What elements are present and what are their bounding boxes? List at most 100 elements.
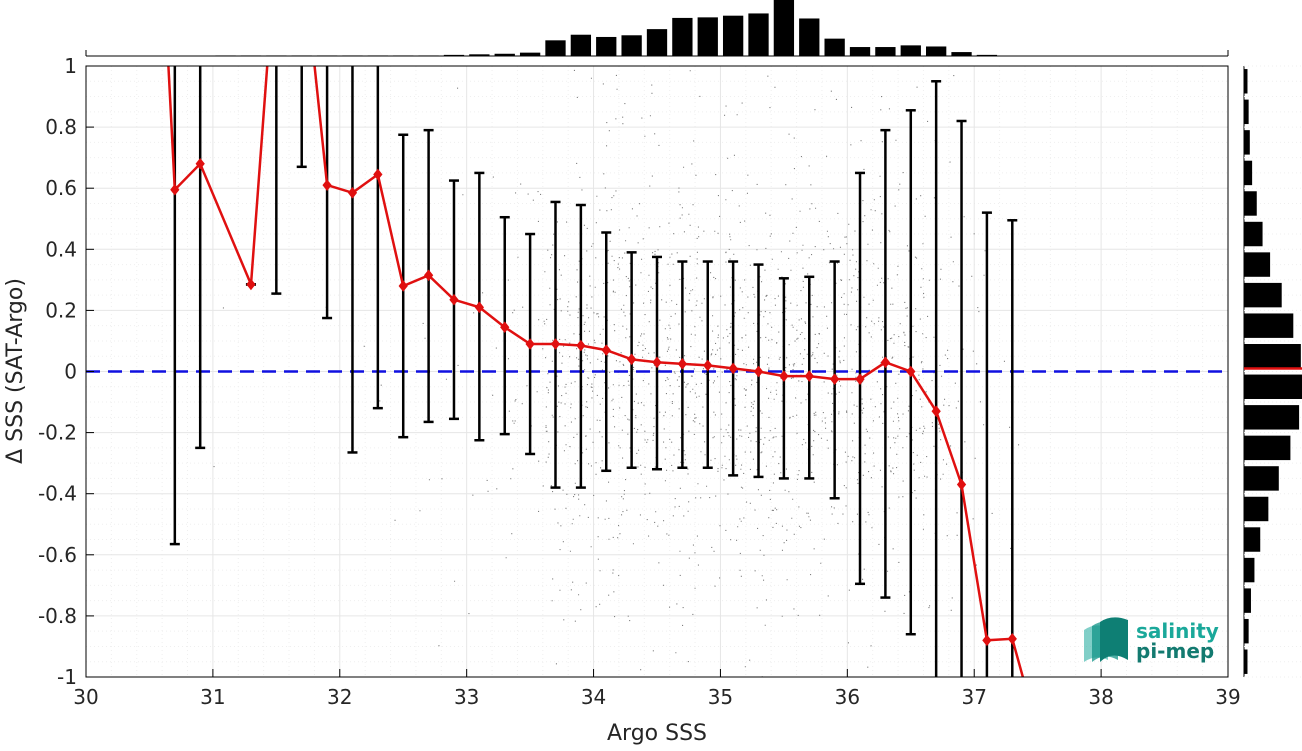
series-marker [601,344,611,356]
error-bar [169,66,180,546]
x-histogram-bar [596,36,617,56]
x-histogram-bar [266,55,287,57]
x-histogram-bar [418,55,439,57]
series-marker [398,280,408,292]
y-histogram-bar [1244,618,1249,644]
y-axis-ticks: 1 0.8 0.6 0.4 0.2 0 -0.2 -0.4 -0.6 -0.8 -1 [38,54,94,689]
y-histogram-bar [1244,557,1255,583]
y-histogram-bar [1244,649,1248,674]
x-marginal-histogram [85,0,1229,57]
x-histogram-bar [316,55,338,57]
x-histogram-bar [748,13,769,57]
x-histogram-bar [469,54,490,56]
x-histogram-bar [291,55,312,57]
series-marker [880,356,891,369]
x-tick-label: 38 [1088,685,1113,709]
series-marker [779,370,789,382]
series-marker [423,269,434,282]
logo-line-2: pi-mep [1136,639,1214,663]
series-marker [373,168,383,181]
y-tick-label: 0 [64,360,77,384]
x-histogram-bar [519,52,541,56]
y-tick-label: -0.2 [38,421,77,445]
x-tick-label: 34 [581,685,606,709]
x-histogram-bar [926,46,947,56]
series-marker [677,358,688,370]
x-tick-label: 31 [200,685,225,709]
x-histogram-bar [824,38,845,56]
series-marker [804,370,814,382]
series-marker [956,478,967,491]
x-histogram-bar [976,54,998,56]
x-histogram-bar [849,47,871,56]
y-tick-label: -0.4 [38,482,77,506]
y-histogram-bar [1244,130,1250,155]
series-marker [906,365,916,378]
error-bar [195,66,206,450]
y-histogram-bar [1244,160,1253,186]
error-bar [372,66,383,410]
error-bar [271,66,282,295]
x-axis-ticks: 30 31 32 33 34 35 36 37 38 39 [73,669,1241,709]
x-tick-label: 35 [708,685,733,709]
y-histogram-bar [1244,282,1282,308]
y-tick-label: 1 [64,54,77,78]
x-histogram-bar [951,52,972,56]
series-marker [728,362,738,375]
logo-line-1: salinity [1136,619,1219,643]
salinity-pi-mep-logo: salinity pi-mep [1084,617,1219,663]
x-histogram-bar [494,53,515,56]
x-histogram-bar [697,17,718,56]
y-tick-label: -1 [57,665,77,689]
x-tick-label: 33 [454,685,479,709]
x-histogram-bar [342,55,363,57]
series-marker [830,373,840,385]
series-marker [626,353,637,366]
y-tick-label: 0.6 [45,176,77,200]
y-tick-label: 0.8 [45,115,77,139]
x-histogram-bar [443,54,465,56]
series-marker [982,634,992,647]
y-tick-label: -0.6 [38,543,77,567]
series-marker [170,183,180,196]
x-histogram-bar [621,35,642,56]
series-marker [550,338,561,350]
y-tick-label: 0.4 [45,237,77,261]
error-bar [956,119,967,677]
x-histogram-bar [900,45,921,56]
x-histogram-bar [722,15,744,56]
y-histogram-bar [1244,435,1291,461]
error-bar [1007,219,1018,677]
x-tick-label: 37 [961,685,986,709]
series-marker [347,186,358,199]
y-histogram-bar [1244,99,1249,125]
x-tick-label: 30 [73,685,98,709]
y-tick-label: 0.2 [45,298,77,322]
y-histogram-bar [1244,374,1302,399]
error-bar [931,80,942,677]
y-histogram-bar [1244,527,1261,552]
x-histogram-bar [646,29,668,56]
error-bar [981,211,992,677]
x-histogram-bar [393,55,414,57]
y-histogram-bar [1244,313,1294,338]
series-marker [195,157,205,170]
series-marker [931,405,941,418]
y-histogram-bar [1244,252,1271,277]
x-histogram-bar [799,18,820,56]
x-histogram-bar [545,40,566,56]
wave-icon [1084,617,1128,662]
x-axis-label: Argo SSS [607,721,707,746]
series-marker [703,359,713,372]
series-marker [322,179,332,191]
y-histogram-bar [1244,344,1301,369]
y-histogram-bar [1244,405,1300,430]
x-tick-label: 39 [1215,685,1240,709]
x-histogram-bar [570,34,592,56]
x-histogram-bar [672,17,693,57]
series-marker [652,356,662,369]
x-histogram-bar [367,55,388,57]
series-marker [576,339,586,352]
